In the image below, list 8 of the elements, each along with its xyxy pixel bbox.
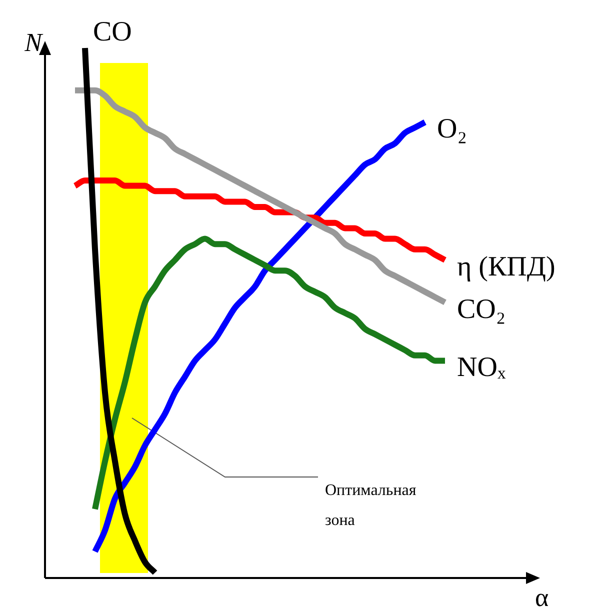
series-label: O₂ (437, 114, 467, 145)
x-axis-title: α (535, 582, 549, 611)
series-label: CO₂ (457, 294, 506, 325)
series-label: NOₓ (457, 352, 506, 384)
series-label: η (КПД) (457, 251, 556, 282)
legend-label: CO (93, 16, 132, 48)
annotation: Оптимальная зона (325, 482, 417, 530)
y-axis-title: N (24, 28, 44, 57)
